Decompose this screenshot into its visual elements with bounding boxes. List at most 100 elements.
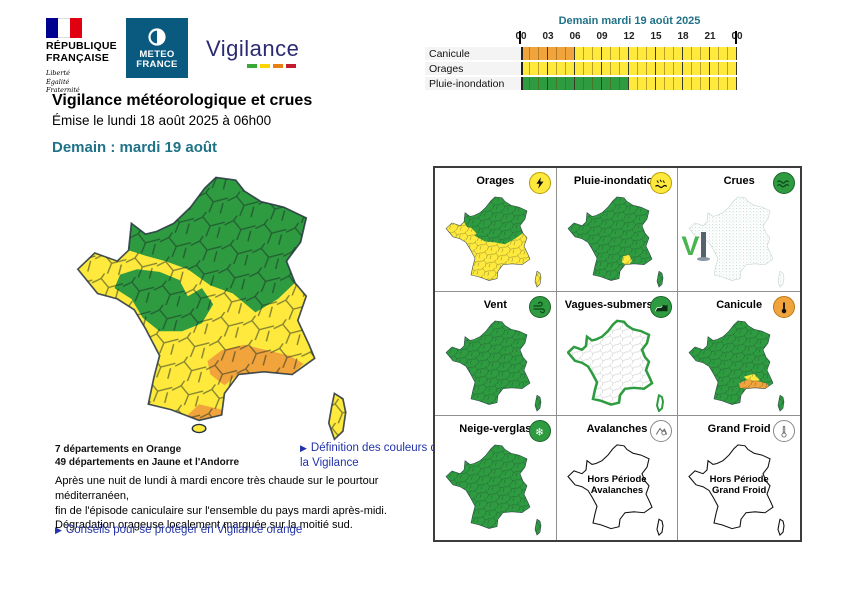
hazard-cell-crues[interactable]: Crues V bbox=[678, 168, 800, 292]
hazard-cell-neige[interactable]: Neige-verglas ❄ bbox=[435, 416, 557, 540]
hazard-cell-grandfroid[interactable]: Grand Froid Hors Période Grand Froid bbox=[678, 416, 800, 540]
hour-label: 09 bbox=[596, 31, 608, 42]
timeline-hour-cell bbox=[548, 77, 557, 90]
timeline-hour-cell bbox=[683, 47, 692, 60]
hazard-cell-avalanches[interactable]: Avalanches Hors Période Avalanches bbox=[557, 416, 679, 540]
timeline-row-orages: Orages bbox=[425, 62, 741, 75]
french-flag-icon bbox=[46, 18, 82, 38]
timeline-hour-cell bbox=[701, 77, 710, 90]
hour-label: 18 bbox=[677, 31, 689, 42]
timeline-hour-cell bbox=[692, 77, 701, 90]
hour-label: 21 bbox=[704, 31, 716, 42]
timeline-hour-cell bbox=[557, 47, 566, 60]
timeline-hour-cell bbox=[674, 47, 683, 60]
timeline-hour-cell bbox=[728, 77, 737, 90]
timeline-hour-cell bbox=[602, 62, 611, 75]
hazard-cell-orages[interactable]: Orages bbox=[435, 168, 557, 292]
timeline-row-label: Canicule bbox=[425, 47, 521, 60]
hazard-title: Grand Froid bbox=[707, 423, 771, 435]
timeline-hour-cell bbox=[593, 47, 602, 60]
timeline: Demain mardi 19 août 2025 00 03 06 09 12 15 18… bbox=[425, 14, 743, 92]
timeline-hour-cell bbox=[701, 47, 710, 60]
timeline-hour-cell bbox=[665, 62, 674, 75]
timeline-hour-cell bbox=[728, 47, 737, 60]
hazard-title: Avalanches bbox=[586, 423, 648, 435]
snowflake-icon: ❄ bbox=[528, 420, 551, 442]
flood-wave-icon bbox=[772, 172, 795, 194]
hour-label: 06 bbox=[569, 31, 581, 42]
timeline-hour-cell bbox=[566, 77, 575, 90]
timeline-hour-cell bbox=[728, 62, 737, 75]
timeline-hour-cell bbox=[584, 62, 593, 75]
vigilance-wordmark: Vigilance bbox=[206, 36, 300, 61]
republique-motto: Liberté Égalité Fraternité bbox=[46, 69, 80, 94]
vigilance-brand: Vigilance bbox=[206, 36, 299, 68]
timeline-hour-cell bbox=[692, 47, 701, 60]
timeline-hour-cell bbox=[638, 47, 647, 60]
timeline-hour-cell bbox=[611, 47, 620, 60]
legend-dash-icon bbox=[260, 64, 271, 68]
timeline-hour-cell bbox=[656, 77, 665, 90]
timeline-hour-cell bbox=[548, 62, 557, 75]
timeline-hour-cell bbox=[593, 77, 602, 90]
timeline-hour-cell bbox=[629, 47, 638, 60]
timeline-hour-cell bbox=[719, 47, 728, 60]
hour-label: 12 bbox=[623, 31, 635, 42]
timeline-hour-cell bbox=[530, 47, 539, 60]
timeline-hour-cell bbox=[656, 47, 665, 60]
timeline-row-bar bbox=[521, 62, 737, 75]
timeline-row-bar bbox=[521, 47, 737, 60]
timeline-hour-cell bbox=[539, 77, 548, 90]
issued-date: Émise le lundi 18 août 2025 à 06h00 bbox=[52, 113, 272, 128]
hazard-title: Vagues-submersion bbox=[564, 299, 670, 311]
timeline-hour-cell bbox=[647, 47, 656, 60]
department-counts: 7 départements en Orange 49 départements… bbox=[55, 444, 239, 469]
timeline-hour-cell bbox=[620, 47, 629, 60]
hour-label: 03 bbox=[542, 31, 554, 42]
timeline-row-pluie-inondation: Pluie-inondation bbox=[425, 77, 741, 90]
status-text: Hors Période Grand Froid bbox=[709, 474, 769, 496]
water-gauge-icon bbox=[697, 232, 711, 261]
meteo-france-symbol-icon bbox=[148, 27, 166, 46]
timeline-hour-cell bbox=[602, 77, 611, 90]
status-text: Hors Période Avalanches bbox=[587, 474, 647, 496]
vigilance-level-dashes bbox=[206, 64, 299, 68]
page-title: Vigilance météorologique et crues bbox=[52, 92, 313, 109]
timeline-hour-cell bbox=[521, 47, 530, 60]
hazard-cell-vagues[interactable]: Vagues-submersion bbox=[556, 292, 679, 416]
timeline-row-label: Orages bbox=[425, 62, 521, 75]
svg-text:❄: ❄ bbox=[535, 426, 544, 438]
france-vigilance-map[interactable] bbox=[75, 172, 357, 442]
timeline-hour-cell bbox=[719, 62, 728, 75]
legend-dash-icon bbox=[273, 64, 284, 68]
definition-link[interactable]: ▶ Définition des couleurs de la Vigilance bbox=[300, 442, 444, 469]
axis-tick bbox=[519, 31, 521, 44]
timeline-title: Demain mardi 19 août 2025 bbox=[558, 15, 701, 27]
advice-link[interactable]: ▶ Conseils pour se protéger en Vigilance … bbox=[55, 524, 303, 536]
republique-francaise-logo: RÉPUBLIQUE FRANÇAISE Liberté Égalité Fra… bbox=[46, 18, 117, 95]
timeline-hour-cell bbox=[575, 62, 584, 75]
orages-map bbox=[445, 195, 545, 288]
pluie-map bbox=[567, 195, 667, 288]
timeline-hour-cell bbox=[674, 77, 683, 90]
grandfroid-map bbox=[688, 443, 788, 537]
timeline-hour-cell bbox=[665, 47, 674, 60]
timeline-rows: Canicule Orages Pluie-inondation bbox=[425, 47, 741, 90]
hazard-cell-pluie[interactable]: Pluie-inondation bbox=[556, 168, 679, 292]
timeline-hour-cell bbox=[719, 77, 728, 90]
header-logos: RÉPUBLIQUE FRANÇAISE Liberté Égalité Fra… bbox=[46, 18, 299, 95]
republique-name: RÉPUBLIQUE FRANÇAISE bbox=[46, 40, 117, 64]
axis-tick bbox=[735, 31, 737, 44]
hazard-title: Orages bbox=[476, 175, 515, 187]
hazard-cell-canicule[interactable]: Canicule bbox=[678, 292, 800, 416]
hazard-grid: Orages Pluie-inondation bbox=[433, 166, 802, 542]
canicule-map bbox=[688, 319, 788, 412]
timeline-hour-cell bbox=[665, 77, 674, 90]
play-arrow-icon: ▶ bbox=[55, 525, 62, 535]
hazard-cell-vent[interactable]: Vent bbox=[435, 292, 557, 416]
meteo-france-name: METEO FRANCE bbox=[136, 48, 178, 70]
timeline-axis: Demain mardi 19 août 2025 00 03 06 09 12 15 18… bbox=[515, 14, 743, 47]
timeline-hour-cell bbox=[629, 77, 638, 90]
thermometer-hot-icon bbox=[772, 296, 795, 318]
vigicrues-logo: V bbox=[681, 232, 711, 261]
